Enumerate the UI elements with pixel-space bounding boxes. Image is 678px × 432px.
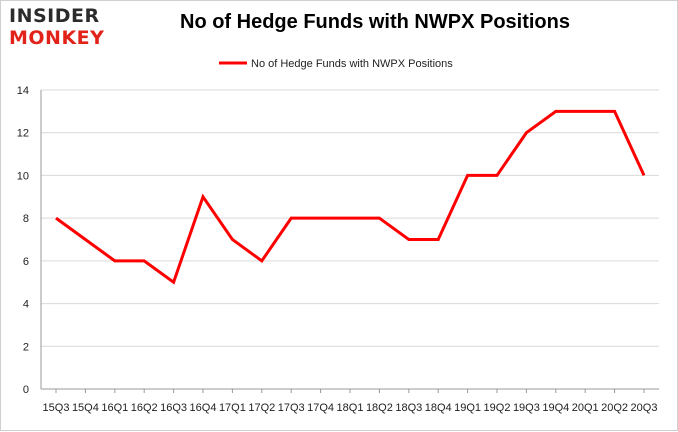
x-tick-label-15Q4: 15Q4 bbox=[72, 402, 99, 414]
x-tick-label-18Q4: 18Q4 bbox=[425, 402, 452, 414]
y-tick-label-4: 4 bbox=[23, 299, 29, 311]
x-tick-label-19Q2: 19Q2 bbox=[484, 402, 511, 414]
y-tick-label-6: 6 bbox=[23, 256, 29, 268]
x-tick-label-17Q2: 17Q2 bbox=[248, 402, 275, 414]
x-tick-label-17Q4: 17Q4 bbox=[307, 402, 334, 414]
x-tick-label-16Q4: 16Q4 bbox=[190, 402, 217, 414]
y-tick-label-2: 2 bbox=[23, 341, 29, 353]
x-tick-label-17Q1: 17Q1 bbox=[219, 402, 246, 414]
x-tick-label-16Q3: 16Q3 bbox=[160, 402, 187, 414]
y-tick-label-0: 0 bbox=[23, 384, 29, 396]
x-tick-label-18Q1: 18Q1 bbox=[337, 402, 364, 414]
x-tick-label-20Q3: 20Q3 bbox=[631, 402, 658, 414]
x-tick-label-19Q3: 19Q3 bbox=[513, 402, 540, 414]
y-tick-label-12: 12 bbox=[17, 128, 29, 140]
x-tick-label-18Q3: 18Q3 bbox=[395, 402, 422, 414]
x-tick-label-20Q1: 20Q1 bbox=[572, 402, 599, 414]
y-tick-label-14: 14 bbox=[17, 85, 29, 97]
x-tick-label-18Q2: 18Q2 bbox=[366, 402, 393, 414]
x-tick-label-15Q3: 15Q3 bbox=[43, 402, 70, 414]
x-tick-label-20Q2: 20Q2 bbox=[601, 402, 628, 414]
x-tick-label-16Q2: 16Q2 bbox=[131, 402, 158, 414]
x-tick-label-19Q1: 19Q1 bbox=[454, 402, 481, 414]
x-tick-label-16Q1: 16Q1 bbox=[101, 402, 128, 414]
legend-label: No of Hedge Funds with NWPX Positions bbox=[251, 58, 453, 70]
series-line-0 bbox=[56, 111, 644, 282]
x-tick-label-19Q4: 19Q4 bbox=[542, 402, 569, 414]
y-tick-label-10: 10 bbox=[17, 170, 29, 182]
x-tick-label-17Q3: 17Q3 bbox=[278, 402, 305, 414]
y-tick-label-8: 8 bbox=[23, 213, 29, 225]
